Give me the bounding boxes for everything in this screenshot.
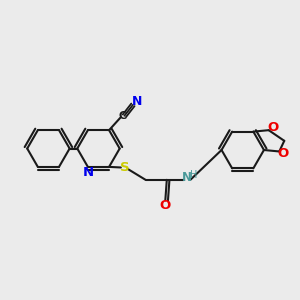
Text: N: N [182, 171, 192, 184]
Text: C: C [119, 111, 127, 121]
Text: H: H [190, 169, 197, 179]
Text: N: N [132, 95, 142, 108]
Text: N: N [83, 166, 94, 179]
Text: O: O [267, 121, 278, 134]
Text: O: O [160, 199, 171, 212]
Text: O: O [278, 147, 289, 160]
Text: S: S [120, 161, 129, 174]
